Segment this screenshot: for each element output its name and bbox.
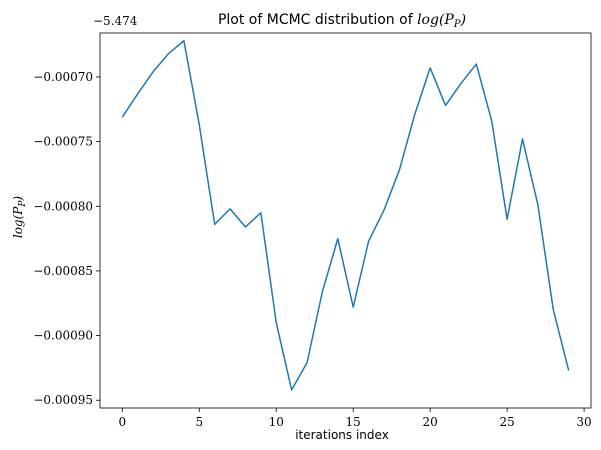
chart-title-math-sub: P xyxy=(453,19,461,30)
x-tick-label: 25 xyxy=(499,415,514,429)
y-axis-label: log(PP) xyxy=(11,196,28,239)
y-axis-label-math-sub: P xyxy=(18,200,28,208)
x-tick-label: 15 xyxy=(346,415,361,429)
y-tick-label: −0.00090 xyxy=(33,329,93,343)
y-offset-label: −5.474 xyxy=(93,14,138,28)
data-series-line xyxy=(121,40,570,391)
y-tick-label: −0.00080 xyxy=(33,199,93,213)
y-axis-label-math-close: ) xyxy=(11,196,25,202)
x-tick-label: 5 xyxy=(195,415,203,429)
chart-title-text: Plot of MCMC distribution of xyxy=(218,12,417,28)
x-tick-label: 0 xyxy=(118,415,126,429)
x-tick-label: 20 xyxy=(423,415,438,429)
axes-frame xyxy=(99,32,592,409)
chart-title-math: log(P xyxy=(417,12,454,28)
x-tick-label: 10 xyxy=(269,415,284,429)
y-tick-label: −0.00085 xyxy=(33,264,93,278)
y-tick-label: −0.00075 xyxy=(33,135,93,149)
chart-title-math-close: ) xyxy=(460,12,466,28)
x-tick-label: 30 xyxy=(576,415,591,429)
y-tick-label: −0.00095 xyxy=(33,393,93,407)
x-axis-label: iterations index xyxy=(295,428,389,442)
chart-title: Plot of MCMC distribution of log(PP) xyxy=(218,12,466,30)
plot-area: 0 5 10 15 20 25 30 −0.00095 −0.00090 −0.00085 −0.0… xyxy=(33,32,592,429)
y-tick-label: −0.00070 xyxy=(33,70,93,84)
y-axis-label-math: log(P xyxy=(11,206,25,238)
